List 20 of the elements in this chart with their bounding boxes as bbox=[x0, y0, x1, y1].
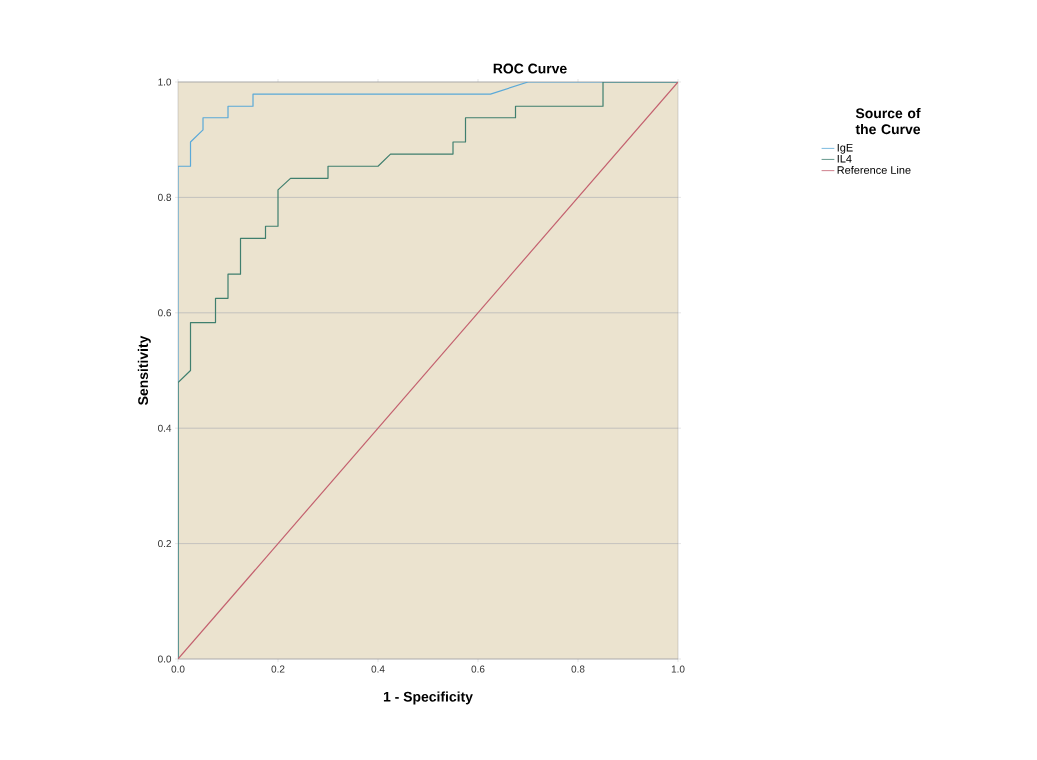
y-axis-title: Sensitivity bbox=[137, 335, 151, 405]
line-series bbox=[178, 81, 679, 659]
legend-label: Reference Line bbox=[837, 165, 911, 174]
y-tick-label: 0.4 bbox=[158, 424, 172, 432]
legend-title: Source of the Curve bbox=[855, 107, 921, 135]
chart-title: ROC Curve bbox=[493, 63, 567, 74]
x-axis-title: 1 - Specificity bbox=[383, 691, 473, 705]
x-tick-label: 0.0 bbox=[171, 665, 185, 673]
legend-label: IL4 bbox=[837, 154, 852, 163]
x-tick-label: 0.8 bbox=[571, 665, 585, 673]
x-tick-label: 0.4 bbox=[371, 665, 385, 673]
y-tick-label: 0.0 bbox=[158, 655, 172, 663]
y-tick-label: 0.8 bbox=[158, 193, 172, 201]
legend-label: IgE bbox=[837, 143, 853, 154]
y-tick-label: 0.6 bbox=[158, 309, 172, 317]
y-tick-label: 1.0 bbox=[158, 78, 172, 86]
x-tick-label: 1.0 bbox=[671, 665, 685, 673]
y-tick-label: 0.2 bbox=[158, 540, 171, 548]
x-tick-label: 0.2 bbox=[271, 665, 285, 673]
x-tick-label: 0.6 bbox=[471, 665, 485, 673]
